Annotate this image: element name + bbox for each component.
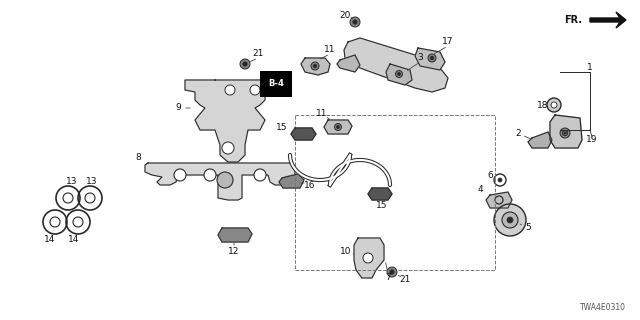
Text: 20: 20 xyxy=(339,12,351,20)
Circle shape xyxy=(547,98,561,112)
Text: 15: 15 xyxy=(276,124,288,132)
Circle shape xyxy=(254,169,266,181)
Circle shape xyxy=(428,54,436,62)
Circle shape xyxy=(396,70,403,77)
Circle shape xyxy=(502,212,518,228)
Text: 8: 8 xyxy=(135,154,141,163)
Circle shape xyxy=(335,124,342,131)
Text: 3: 3 xyxy=(417,53,423,62)
Text: 11: 11 xyxy=(324,45,336,54)
Polygon shape xyxy=(354,238,384,278)
Polygon shape xyxy=(528,132,552,148)
Text: 18: 18 xyxy=(537,100,548,109)
Circle shape xyxy=(240,59,250,69)
Text: 1: 1 xyxy=(587,63,593,73)
Circle shape xyxy=(217,172,233,188)
Text: 15: 15 xyxy=(376,201,388,210)
Circle shape xyxy=(560,128,570,138)
Text: 14: 14 xyxy=(44,236,56,244)
Circle shape xyxy=(390,270,394,274)
Polygon shape xyxy=(590,12,626,28)
Text: FR.: FR. xyxy=(564,15,582,25)
Circle shape xyxy=(563,131,567,135)
Text: 21: 21 xyxy=(399,276,411,284)
Polygon shape xyxy=(386,64,412,85)
Circle shape xyxy=(363,253,373,263)
Polygon shape xyxy=(368,188,392,200)
Text: 13: 13 xyxy=(67,178,77,187)
Circle shape xyxy=(337,125,340,129)
Polygon shape xyxy=(337,55,360,72)
Text: TWA4E0310: TWA4E0310 xyxy=(580,303,626,312)
Text: 17: 17 xyxy=(442,37,454,46)
Text: 11: 11 xyxy=(316,108,328,117)
Text: B-4: B-4 xyxy=(268,79,284,89)
Circle shape xyxy=(353,20,357,24)
Text: 12: 12 xyxy=(228,247,240,257)
Circle shape xyxy=(551,102,557,108)
Polygon shape xyxy=(291,128,316,140)
Circle shape xyxy=(564,132,566,134)
Text: 13: 13 xyxy=(86,178,98,187)
Polygon shape xyxy=(486,192,512,208)
Circle shape xyxy=(387,267,397,277)
Circle shape xyxy=(174,169,186,181)
Circle shape xyxy=(311,62,319,70)
Text: 5: 5 xyxy=(525,223,531,233)
Polygon shape xyxy=(344,38,448,92)
Polygon shape xyxy=(279,174,304,188)
Polygon shape xyxy=(145,163,295,200)
Text: 16: 16 xyxy=(304,180,316,189)
Circle shape xyxy=(225,85,235,95)
Text: 19: 19 xyxy=(586,135,598,145)
Circle shape xyxy=(350,17,360,27)
Text: 14: 14 xyxy=(68,236,80,244)
Text: 21: 21 xyxy=(252,50,264,59)
Circle shape xyxy=(397,72,401,76)
Circle shape xyxy=(222,142,234,154)
Circle shape xyxy=(430,56,434,60)
Circle shape xyxy=(313,64,317,68)
Circle shape xyxy=(250,85,260,95)
Text: 6: 6 xyxy=(487,171,493,180)
Circle shape xyxy=(243,62,247,66)
Text: 9: 9 xyxy=(175,103,181,113)
Circle shape xyxy=(494,204,526,236)
Polygon shape xyxy=(324,120,352,134)
Bar xyxy=(295,115,495,270)
Text: 7: 7 xyxy=(385,274,391,283)
Polygon shape xyxy=(301,58,330,75)
Circle shape xyxy=(498,178,502,182)
Polygon shape xyxy=(550,115,582,148)
Polygon shape xyxy=(218,228,252,242)
Polygon shape xyxy=(185,80,275,162)
Text: 10: 10 xyxy=(340,247,352,257)
Circle shape xyxy=(563,131,568,135)
Polygon shape xyxy=(415,48,445,70)
Circle shape xyxy=(204,169,216,181)
Circle shape xyxy=(507,217,513,223)
Text: 2: 2 xyxy=(515,129,521,138)
Text: 4: 4 xyxy=(477,186,483,195)
